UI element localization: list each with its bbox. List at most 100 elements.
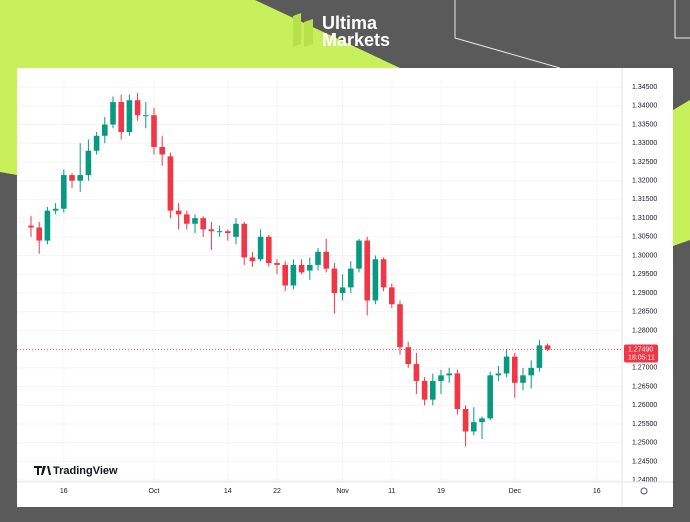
y-tick-label: 1.26000 [632, 402, 657, 409]
x-tick-label: 22 [273, 488, 281, 495]
logo-icon [304, 19, 313, 47]
candle-body [36, 227, 42, 241]
candle-body [290, 264, 297, 286]
candle-body [77, 175, 83, 181]
candle-body [487, 375, 493, 419]
candle-body [167, 156, 174, 211]
candle-body [520, 375, 526, 383]
x-tick-label: 16 [593, 488, 601, 495]
y-tick-label: 1.26500 [632, 383, 657, 390]
candle-body [446, 373, 452, 376]
candle-body [479, 418, 485, 423]
candle-body [536, 345, 543, 368]
candle-body [28, 225, 34, 228]
candle-body [102, 124, 108, 136]
candle-body [69, 175, 75, 181]
candle-body [143, 115, 149, 117]
candle-body [93, 135, 100, 151]
y-tick-label: 1.25000 [632, 440, 657, 447]
y-tick-label: 1.32500 [632, 159, 657, 166]
y-tick-label: 1.29500 [632, 271, 657, 278]
candle-body [61, 175, 67, 209]
y-tick-label: 1.25500 [632, 421, 657, 428]
candle-body [389, 287, 395, 305]
candle-body [151, 115, 157, 148]
y-tick-label: 1.30000 [632, 252, 657, 259]
candle-body [44, 210, 51, 241]
candle-body [331, 268, 338, 293]
y-tick-label: 1.31500 [632, 196, 657, 203]
accent-band-right [673, 100, 690, 246]
x-tick-label: Dec [509, 488, 522, 495]
price-label-box [624, 344, 658, 363]
candle-body [462, 409, 469, 432]
candle-body [184, 214, 190, 224]
x-tick-label: 16 [60, 488, 68, 495]
candle-body [208, 229, 215, 232]
x-tick-label: Nov [336, 488, 349, 495]
price-label: 1.27490 [628, 346, 653, 353]
candle-body [249, 257, 256, 262]
candle-body [159, 147, 165, 155]
y-tick-label: 1.31000 [632, 215, 657, 222]
brand-text: Ultima [322, 13, 378, 33]
candle-body [405, 347, 411, 365]
y-tick-label: 1.33500 [632, 121, 657, 128]
tv-icon [34, 466, 51, 475]
candle-body [118, 102, 124, 133]
candle-body [380, 259, 387, 288]
candle-body [339, 287, 346, 293]
brand-text: Markets [322, 30, 390, 50]
x-tick-label: 19 [437, 488, 445, 495]
y-tick-label: 1.29000 [632, 290, 657, 297]
y-tick-label: 1.30500 [632, 234, 657, 241]
candle-body [85, 150, 92, 176]
candle-body [52, 208, 59, 211]
candle-body [200, 218, 206, 230]
x-tick-label: 14 [224, 488, 232, 495]
y-tick-label: 1.28000 [632, 327, 657, 334]
logo-icon [293, 13, 301, 47]
candle-body [544, 345, 551, 350]
x-tick-label: 11 [388, 488, 395, 495]
logo: Ultima Markets [293, 13, 390, 50]
candle-body [413, 364, 420, 381]
candle-body [274, 263, 280, 265]
candle-body [397, 304, 403, 348]
y-tick-label: 1.34000 [632, 103, 657, 110]
candle-body [315, 251, 321, 265]
candle-body [225, 231, 231, 234]
candle-body [110, 102, 116, 125]
candle-body [438, 375, 444, 381]
candle-body [348, 268, 354, 288]
candle-body [503, 356, 510, 374]
y-tick-label: 1.34500 [632, 84, 657, 91]
candle-body [257, 236, 264, 260]
outline-deco [454, 0, 561, 69]
candle-body [175, 210, 182, 215]
candle-body [126, 100, 133, 133]
candle-body [495, 373, 502, 376]
x-tick-label: Oct [149, 488, 160, 495]
candle-body [471, 422, 477, 432]
candle-body [282, 264, 288, 286]
candle-body [430, 380, 436, 400]
candle-body [298, 264, 305, 273]
y-tick-label: 1.33000 [632, 140, 657, 147]
candle-body [233, 223, 239, 237]
candle-body [216, 231, 223, 233]
candle-body [421, 380, 428, 400]
candle-body [454, 373, 461, 410]
candle-body [266, 236, 272, 264]
candle-body [372, 259, 379, 301]
settings-icon[interactable] [640, 487, 648, 495]
candle-body [528, 367, 534, 376]
candle-body [364, 240, 370, 301]
candle-body [307, 264, 313, 271]
y-tick-label: 1.28500 [632, 309, 657, 316]
plot: 1.24000 1.24500 1.25000 1.25500 1.26000 1.265… [17, 68, 673, 507]
countdown: 18:05:11 [628, 354, 655, 361]
watermark: TradingView [34, 465, 118, 477]
